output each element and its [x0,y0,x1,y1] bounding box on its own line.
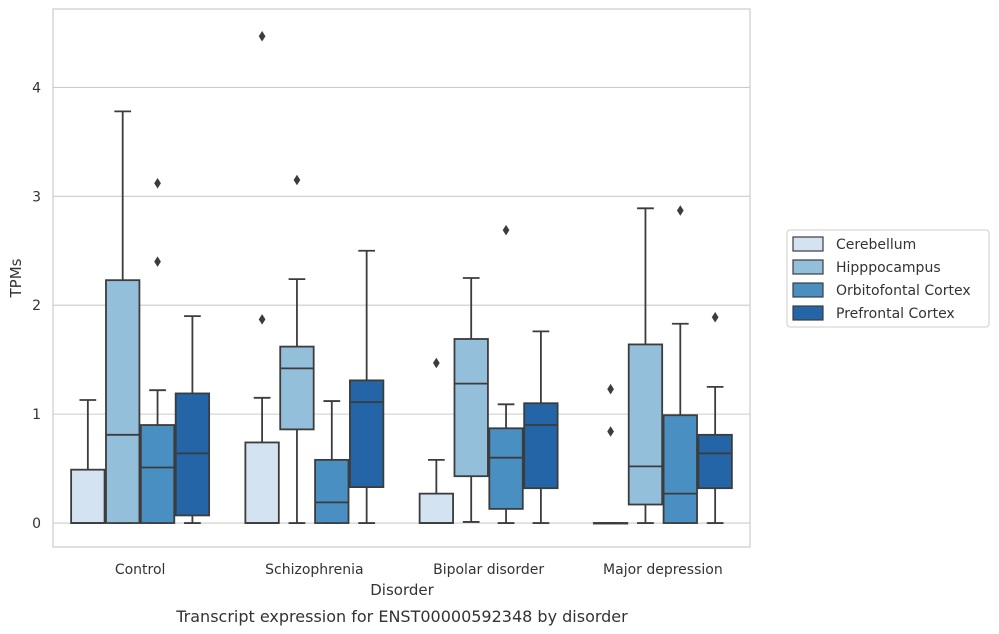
outlier-point [711,311,719,323]
y-tick-label: 2 [32,298,41,314]
legend-swatch [792,305,824,321]
y-tick-label: 4 [32,80,41,96]
box-body [174,392,211,517]
y-tick-labels: 0 1 2 3 4 [32,80,41,532]
series-hipppocampus [105,110,664,524]
legend-items: Cerebellum Hipppocampus Orbitofontal Corte… [792,236,971,322]
box-plot [174,315,211,524]
box-body [627,343,664,506]
legend-swatch [792,259,824,275]
legend-item: Hipppocampus [792,259,941,276]
outlier-point [293,174,301,186]
box-plot [244,30,280,524]
outlier-point [258,30,266,42]
box-body [453,338,489,478]
x-tick-label: Control [115,562,166,578]
outlier-point [607,383,614,395]
outlier-point [258,314,266,325]
series-orbitofontal-cortex [139,178,698,524]
box-plot [349,249,385,524]
outlier-point [154,178,161,189]
outlier-point [432,357,440,369]
legend-label: Cerebellum [836,237,916,253]
outlier-point [676,205,684,216]
plot-area [52,8,751,548]
legend-label: Orbitofontal Cortex [836,283,971,299]
box-plot [314,400,350,524]
legend-label: Prefrontal Cortex [836,306,955,322]
legend: Cerebellum Hipppocampus Orbitofontal Corte… [786,229,990,328]
outlier-point [154,256,161,267]
box-plot [662,205,698,524]
box-plot [139,178,176,524]
legend-swatch [792,282,824,298]
x-tick-label: Major depression [603,562,723,578]
box-plot [418,357,454,524]
chart-caption: Transcript expression for ENST0000059234… [175,607,628,626]
y-axis-title: TPMs [7,258,25,298]
box-body [244,441,280,524]
box-body [523,402,559,490]
y-tick-label: 3 [32,189,41,205]
x-tick-label: Schizophrenia [265,562,363,578]
box-plot [523,330,559,524]
y-tick-label: 1 [32,407,41,423]
box-body [418,492,454,524]
legend-item: Prefrontal Cortex [792,305,955,322]
series-prefrontal-cortex [174,249,733,524]
box-plot [627,207,664,524]
x-tick-labels: Control Schizophrenia Bipolar disorder Majo… [115,562,723,578]
box-body [279,345,315,431]
x-tick-label: Bipolar disorder [433,562,544,578]
x-axis-title: Disorder [370,581,434,599]
box-plot [592,383,629,525]
box-body [139,424,176,524]
outlier-point [607,426,614,437]
box-plot [105,110,141,524]
box-body [488,427,524,510]
legend-swatch [792,236,824,252]
legend-label: Hipppocampus [836,260,941,276]
box-body [662,414,698,524]
box-plot [70,399,106,524]
legend-item: Orbitofontal Cortex [792,282,971,299]
box-plot [453,277,489,523]
legend-frame [786,229,990,328]
box-body [349,379,385,489]
box-body [697,433,733,490]
box-plot [279,174,315,524]
box-plot [697,311,733,524]
box-body [314,458,350,524]
box-plot [488,224,524,524]
legend-item: Cerebellum [792,236,916,253]
box-series-layer [70,30,733,525]
y-tick-label: 0 [32,516,41,532]
outlier-point [502,224,510,236]
box-body [105,279,141,524]
series-cerebellum [70,30,629,525]
box-body [70,468,106,524]
